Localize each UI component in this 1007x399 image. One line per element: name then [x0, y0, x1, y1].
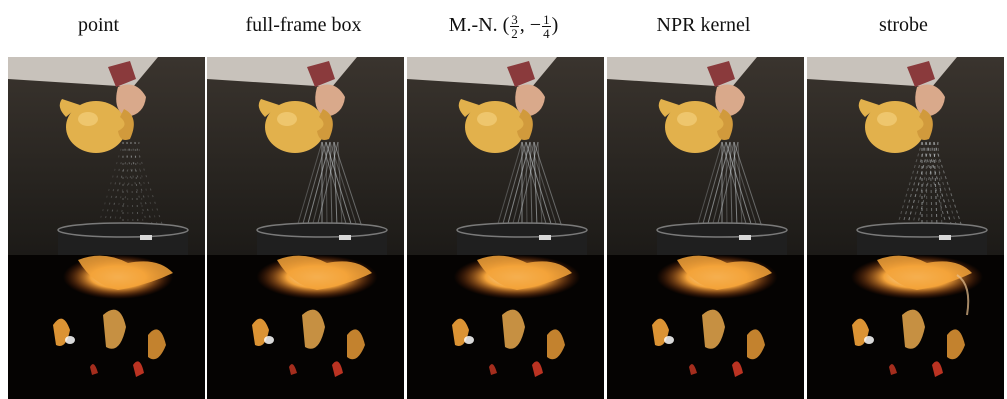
pitcher-pouring-water-image: [607, 57, 804, 255]
panel-pitcher-npr-kernel: [607, 57, 804, 255]
mn-fraction-2-num: 1: [542, 11, 551, 27]
panel-fire-mn: [407, 255, 604, 399]
panel-pitcher-point: [8, 57, 205, 255]
pitcher-pouring-water-image: [807, 57, 1004, 255]
mn-separator: , −: [519, 14, 542, 36]
fire-flames-image: [407, 255, 604, 399]
fire-flames-image: [207, 255, 404, 399]
fire-flames-image: [607, 255, 804, 399]
column-label-npr-kernel: NPR kernel: [656, 14, 751, 36]
panel-pitcher-strobe: [807, 57, 1004, 255]
panel-fire-strobe: [807, 255, 1004, 399]
column-label-strobe: strobe: [879, 14, 928, 36]
fire-flames-image: [807, 255, 1004, 399]
panel-pitcher-mn: [407, 57, 604, 255]
fire-flames-image: [8, 255, 205, 399]
column-label-mn: M.-N. (3 2, −1 4): [405, 8, 602, 42]
mn-fraction-1-den: 2: [511, 25, 518, 41]
mn-fraction-1-num: 3: [510, 11, 519, 27]
panel-fire-full-frame-box: [207, 255, 404, 399]
panel-fire-point: [8, 255, 205, 399]
column-label-point: point: [77, 14, 120, 36]
mn-fraction-2-den: 4: [543, 25, 550, 41]
pitcher-pouring-water-image: [8, 57, 205, 255]
mn-label-prefix: M.-N. (: [448, 14, 510, 36]
panel-pitcher-full-frame-box: [207, 57, 404, 255]
pitcher-pouring-water-image: [407, 57, 604, 255]
panel-fire-npr-kernel: [607, 255, 804, 399]
column-label-full-frame-box: full-frame box: [245, 14, 362, 36]
mn-label-suffix: ): [551, 14, 559, 36]
pitcher-pouring-water-image: [207, 57, 404, 255]
